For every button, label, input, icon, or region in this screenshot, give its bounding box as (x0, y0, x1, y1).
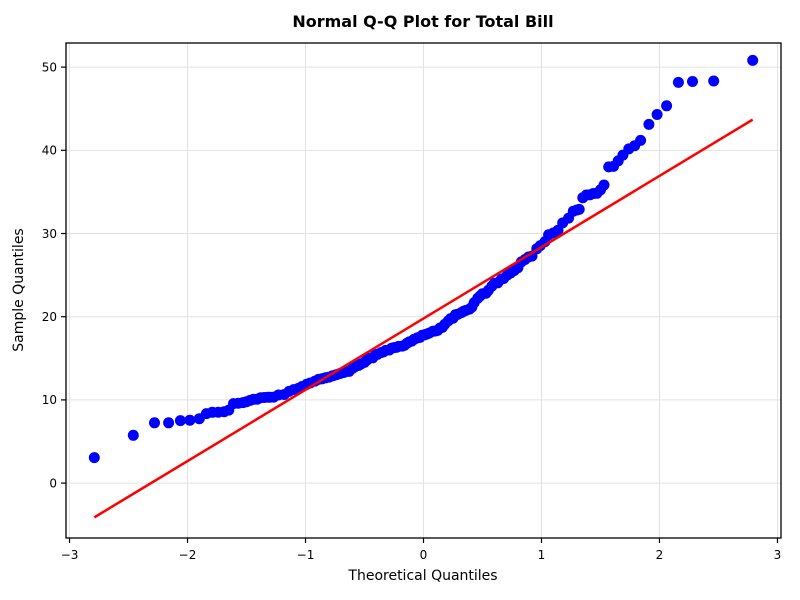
tick-marks-layer (61, 66, 779, 543)
data-point (635, 134, 647, 146)
fit-line-layer (93, 118, 754, 519)
data-point (672, 76, 684, 88)
data-point (149, 417, 160, 429)
x-tick-label: 3 (774, 548, 782, 562)
data-point (184, 414, 196, 426)
y-tick-label: 50 (42, 60, 57, 74)
y-tick-label: 30 (42, 227, 57, 241)
data-point (643, 118, 655, 130)
y-tick-label: 0 (49, 476, 57, 490)
x-tick-label: −2 (179, 548, 197, 562)
x-tick-label: −1 (297, 548, 315, 562)
x-tick-label: −3 (61, 548, 79, 562)
data-point (747, 54, 759, 66)
fit-line (93, 118, 754, 519)
x-tick-label: 1 (538, 548, 546, 562)
scatter-points-layer (88, 54, 759, 464)
chart-title: Normal Q-Q Plot for Total Bill (292, 12, 553, 31)
y-axis-label: Sample Quantiles (11, 228, 27, 351)
data-point (163, 417, 175, 429)
data-point (598, 179, 610, 191)
y-tick-label: 10 (42, 393, 57, 407)
data-point (88, 452, 100, 464)
data-point (661, 100, 673, 112)
data-point (174, 415, 186, 427)
data-point (573, 203, 585, 215)
x-axis-label: Theoretical Quantiles (347, 568, 497, 584)
data-point (708, 75, 720, 87)
data-point (127, 429, 139, 441)
grid-layer (66, 43, 781, 538)
data-point (687, 76, 698, 87)
data-point (651, 109, 663, 120)
y-tick-label: 40 (42, 144, 57, 158)
y-tick-label: 20 (42, 310, 57, 324)
x-tick-label: 0 (420, 548, 428, 562)
x-tick-label: 2 (656, 548, 664, 562)
